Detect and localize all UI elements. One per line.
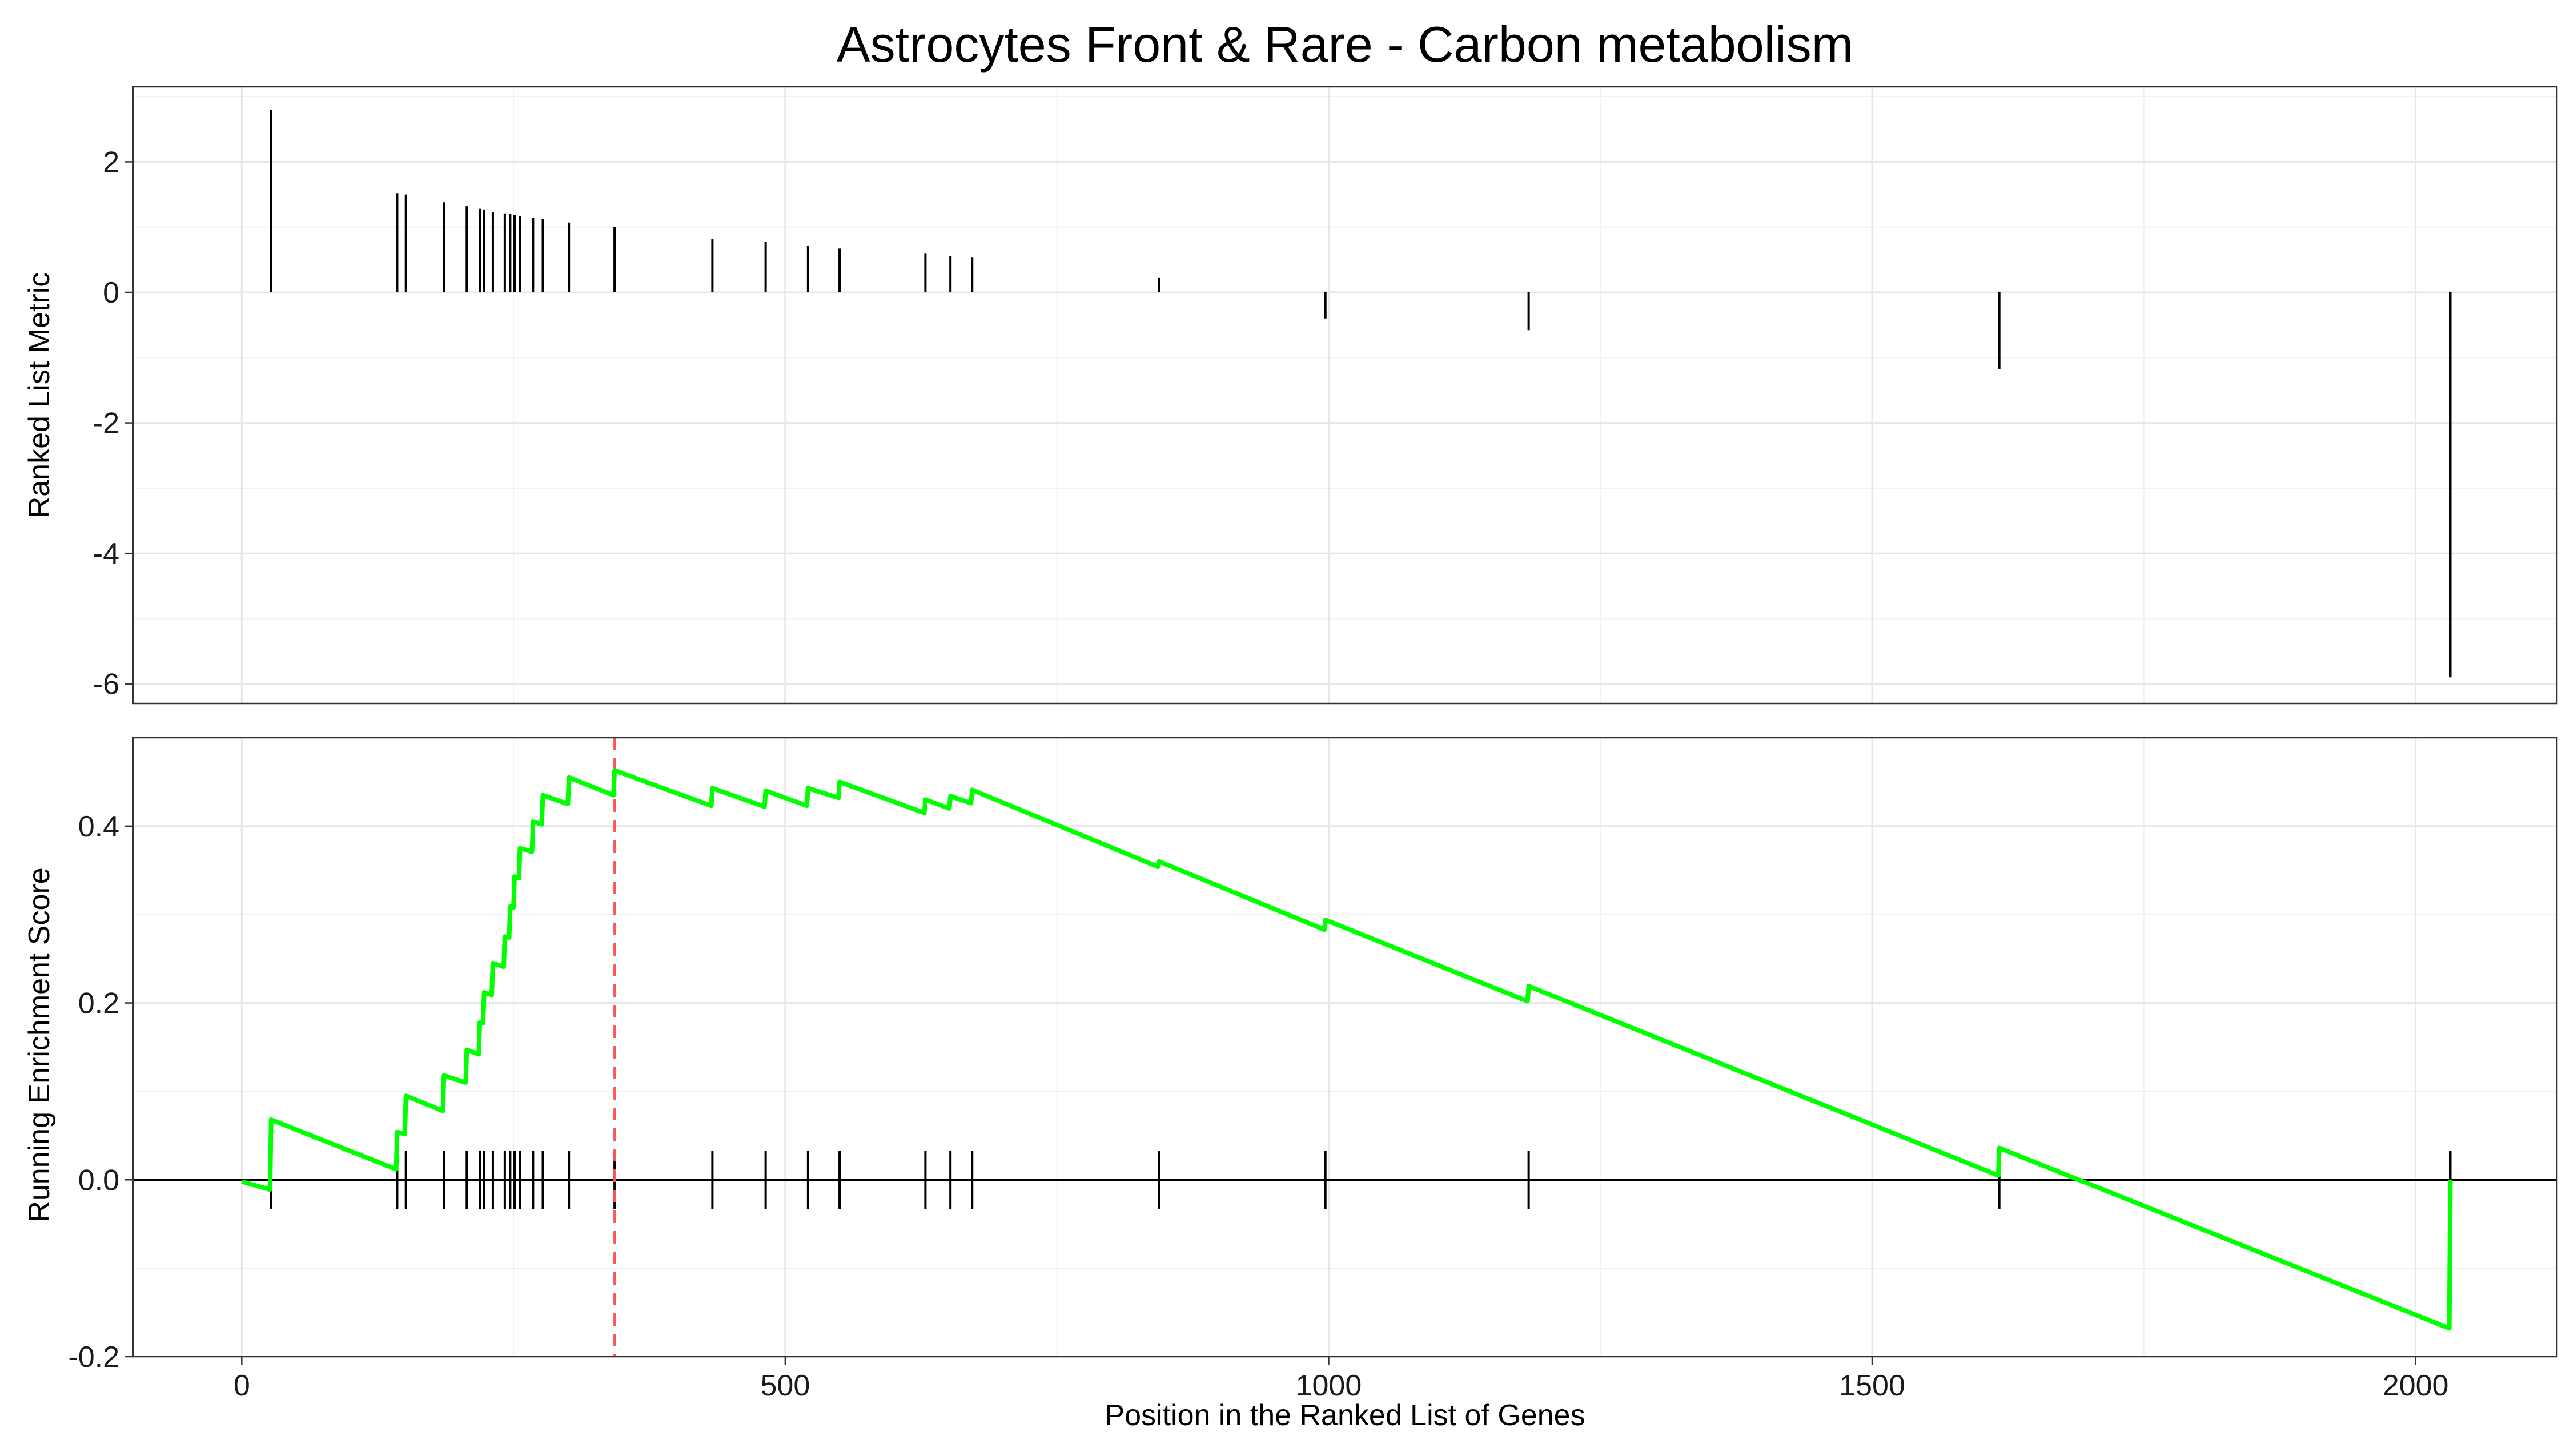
x-tick-label: 500 — [761, 1369, 810, 1402]
x-tick-label: 1500 — [1839, 1369, 1905, 1402]
ranked-metric-y-tick-label: 0 — [103, 276, 119, 309]
running-es-panel-border — [132, 737, 2558, 1358]
x-tick-label: 2000 — [2383, 1369, 2449, 1402]
ranked-metric-y-tick-label: -2 — [93, 407, 119, 440]
running-es-panel: 0.4 0.2 0.0 -0.2 0 500 1000 1500 2000 — [68, 737, 2558, 1402]
ranked-metric-y-tick-label: -4 — [93, 537, 119, 570]
running-es-y-tick-label: 0.4 — [78, 810, 119, 843]
running-es-y-tick-label: -0.2 — [68, 1341, 119, 1374]
running-es-y-tick-label: 0.0 — [78, 1164, 119, 1197]
ranked-metric-panel-border — [132, 86, 2558, 705]
running-es-y-tick-label: 0.2 — [78, 987, 119, 1020]
ranked-metric-y-tick-label: 2 — [103, 146, 119, 179]
chart-title: Astrocytes Front & Rare - Carbon metabol… — [837, 16, 1853, 73]
y-axis-title-running-es: Running Enrichment Score — [23, 867, 56, 1222]
ranked-metric-panel: 2 0 -2 -4 -6 — [93, 86, 2558, 705]
y-axis-title-ranked-metric: Ranked List Metric — [23, 272, 56, 518]
running-es-line — [241, 768, 2453, 1331]
x-tick-label: 0 — [234, 1369, 250, 1402]
x-tick-label: 1000 — [1296, 1369, 1362, 1402]
x-axis-title: Position in the Ranked List of Genes — [1105, 1399, 1585, 1432]
ranked-metric-y-tick-label: -6 — [93, 668, 119, 701]
